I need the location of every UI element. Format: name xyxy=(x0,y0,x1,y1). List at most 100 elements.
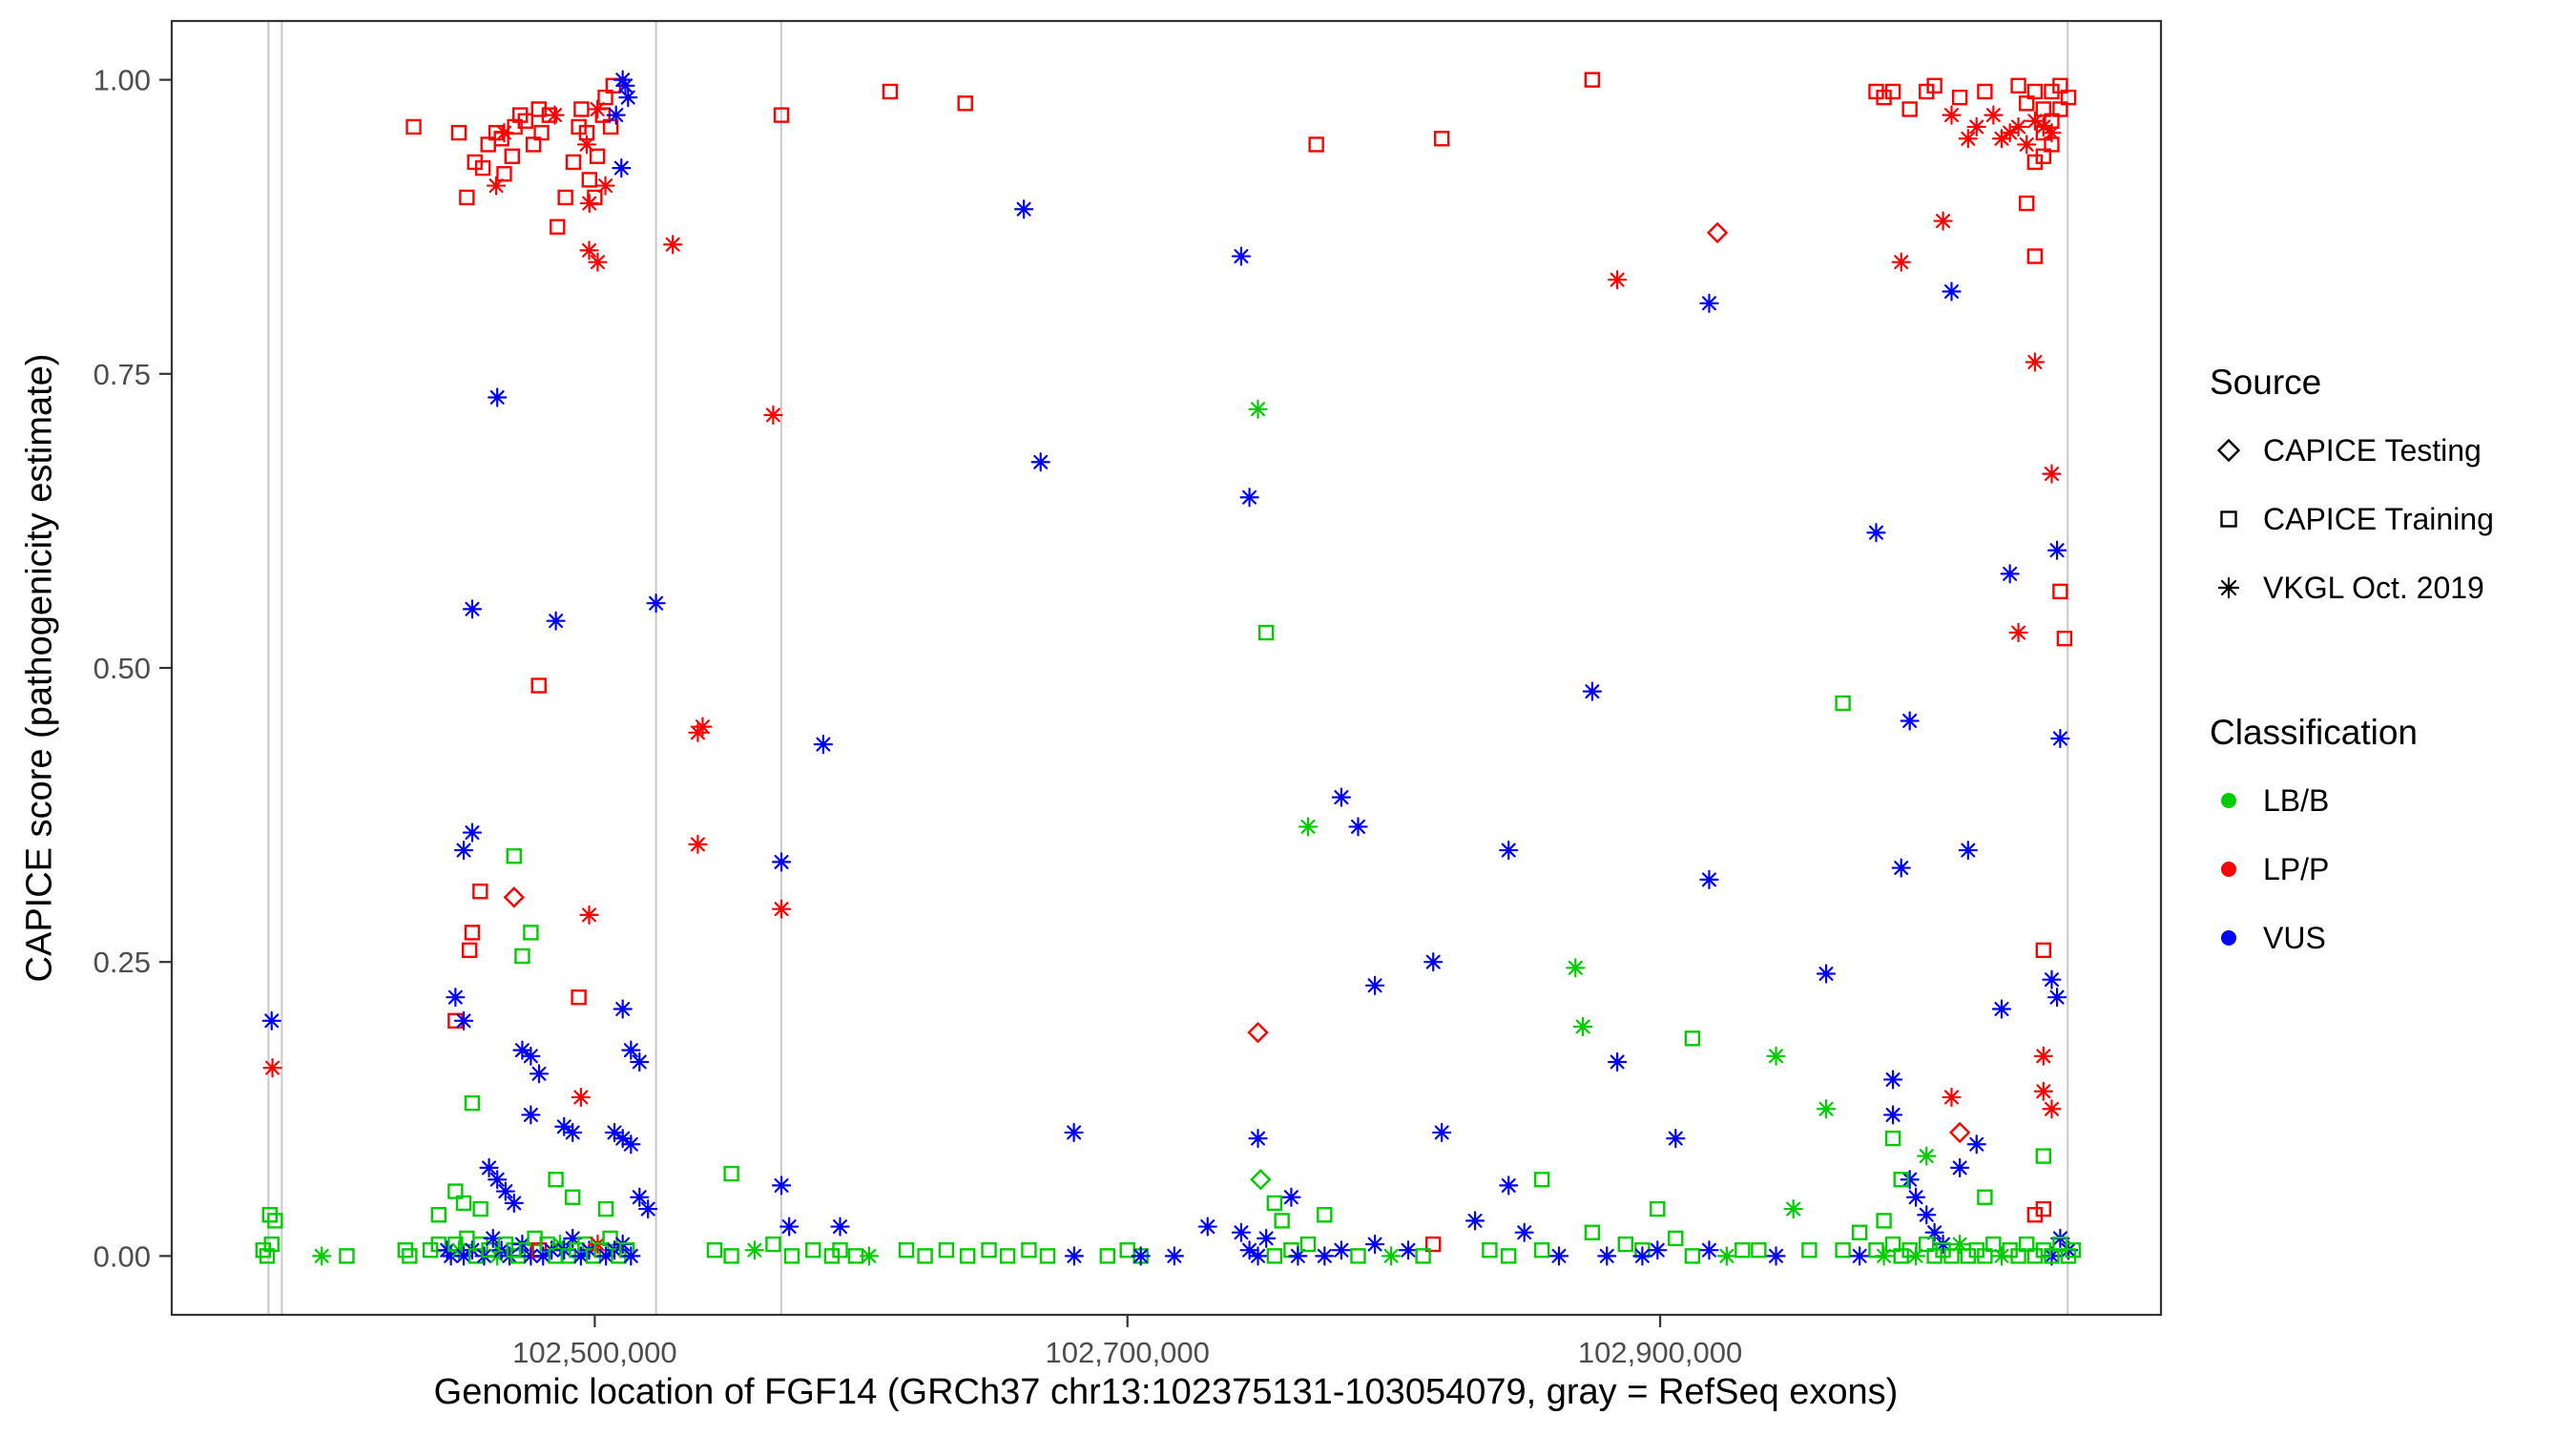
data-point-training xyxy=(882,83,899,100)
data-point-vkgl xyxy=(579,240,599,260)
data-point-training xyxy=(1650,1200,1666,1217)
data-point-training xyxy=(550,219,566,235)
data-point-training xyxy=(1919,1236,1935,1253)
data-point-vkgl xyxy=(1984,105,2004,125)
data-point-training xyxy=(1977,1189,1993,1205)
data-point-vkgl xyxy=(2033,1081,2053,1101)
data-point-vkgl xyxy=(646,593,666,614)
data-point-vkgl xyxy=(1348,817,1368,837)
data-point-training xyxy=(832,1241,848,1259)
data-point-vkgl xyxy=(618,88,638,108)
data-point-training xyxy=(597,1200,614,1217)
legend-item-lbb: LB/B xyxy=(2210,766,2494,835)
data-point-training xyxy=(557,189,573,206)
data-point-vkgl xyxy=(1499,840,1519,861)
data-point-vkgl xyxy=(1882,1070,1903,1090)
data-point-vkgl xyxy=(462,822,483,843)
data-point-vkgl xyxy=(613,999,633,1019)
data-point-vkgl xyxy=(693,717,713,737)
data-point-vkgl xyxy=(571,1246,591,1266)
data-point-training xyxy=(2056,630,2073,647)
data-point-training xyxy=(1926,77,1942,94)
legend: Source CAPICE Testing CAPICE Training VK… xyxy=(2210,363,2494,972)
data-point-vkgl xyxy=(2033,1046,2053,1066)
data-point-training xyxy=(523,925,539,941)
data-point-vkgl xyxy=(1131,1246,1151,1266)
data-point-vkgl xyxy=(1942,1087,1962,1108)
data-point-vkgl xyxy=(1891,252,1911,272)
data-point-training xyxy=(981,1241,997,1259)
data-point-vkgl xyxy=(1942,281,1962,302)
data-point-vkgl xyxy=(2000,123,2020,143)
data-point-vkgl xyxy=(486,176,507,196)
data-point-vkgl xyxy=(1924,1222,1944,1242)
legend-item-label: VUS xyxy=(2263,920,2326,955)
data-point-training xyxy=(723,1165,739,1182)
data-point-training xyxy=(2019,95,2035,112)
data-point-vkgl xyxy=(1900,1170,1920,1190)
data-point-vkgl xyxy=(1548,1246,1569,1266)
data-point-training xyxy=(765,1236,781,1253)
data-point-vkgl xyxy=(262,1058,282,1078)
y-tick-label: 0.75 xyxy=(93,358,151,391)
data-point-vkgl xyxy=(612,157,632,178)
data-point-training xyxy=(259,1248,276,1264)
legend-item-capice-testing: CAPICE Testing xyxy=(2210,416,2494,485)
data-point-training xyxy=(1533,1172,1550,1188)
data-point-vkgl xyxy=(1699,1240,1719,1260)
data-point-training xyxy=(706,1241,723,1259)
data-point-vkgl xyxy=(830,1217,850,1237)
data-point-training xyxy=(461,942,478,959)
data-point-training xyxy=(339,1248,355,1264)
data-point-training xyxy=(430,1207,447,1223)
data-point-vkgl xyxy=(1632,1246,1652,1266)
data-point-vkgl xyxy=(1239,1240,1259,1260)
legend-item-label: VKGL Oct. 2019 xyxy=(2263,570,2484,605)
data-point-training xyxy=(1735,1241,1751,1259)
data-point-training xyxy=(565,1189,581,1205)
data-point-training xyxy=(1884,83,1901,100)
data-point-training xyxy=(1425,1236,1442,1253)
data-point-vkgl xyxy=(604,1122,625,1143)
y-tick-label: 0.00 xyxy=(93,1239,151,1273)
data-point-vkgl xyxy=(2025,352,2045,372)
data-point-vkgl xyxy=(1874,1246,1894,1266)
data-point-vkgl xyxy=(479,1157,499,1178)
data-point-vkgl xyxy=(763,405,783,426)
data-point-training xyxy=(455,1195,472,1212)
data-point-training xyxy=(263,1236,280,1253)
data-point-vkgl xyxy=(1991,1246,2012,1266)
data-point-vkgl xyxy=(1699,293,1719,313)
diamond-icon xyxy=(2216,438,2241,463)
data-point-training xyxy=(2035,1148,2052,1164)
data-point-training xyxy=(1039,1248,1056,1264)
data-point-vkgl xyxy=(488,387,508,407)
vus-dot-icon xyxy=(2221,930,2236,946)
data-point-vkgl xyxy=(1699,869,1719,889)
data-point-vkgl xyxy=(630,1051,650,1072)
data-point-training xyxy=(496,166,512,182)
data-point-vkgl xyxy=(446,988,466,1008)
data-point-training xyxy=(917,1248,933,1264)
legend-item-label: LP/P xyxy=(2263,851,2330,886)
data-point-training xyxy=(1901,101,1918,117)
data-point-training xyxy=(1617,1236,1633,1253)
data-point-training xyxy=(447,1183,464,1199)
data-point-vkgl xyxy=(2025,111,2045,131)
data-point-vkgl xyxy=(1315,1246,1335,1266)
data-point-vkgl xyxy=(563,1122,583,1143)
data-point-vkgl xyxy=(2050,728,2070,749)
data-point-vkgl xyxy=(2042,969,2062,989)
data-point-training xyxy=(1684,1248,1701,1264)
data-point-vkgl xyxy=(2000,564,2020,584)
data-point-training xyxy=(2035,101,2052,117)
data-point-vkgl xyxy=(630,1187,650,1207)
data-point-vkgl xyxy=(576,135,597,155)
data-point-training xyxy=(571,989,587,1006)
data-point-training xyxy=(464,925,481,941)
data-point-vkgl xyxy=(550,1234,571,1255)
x-tick-label: 102,500,000 xyxy=(512,1336,676,1369)
data-point-training xyxy=(1482,1241,1498,1259)
data-point-vkgl xyxy=(613,1128,633,1149)
data-point-vkgl xyxy=(1014,199,1034,219)
